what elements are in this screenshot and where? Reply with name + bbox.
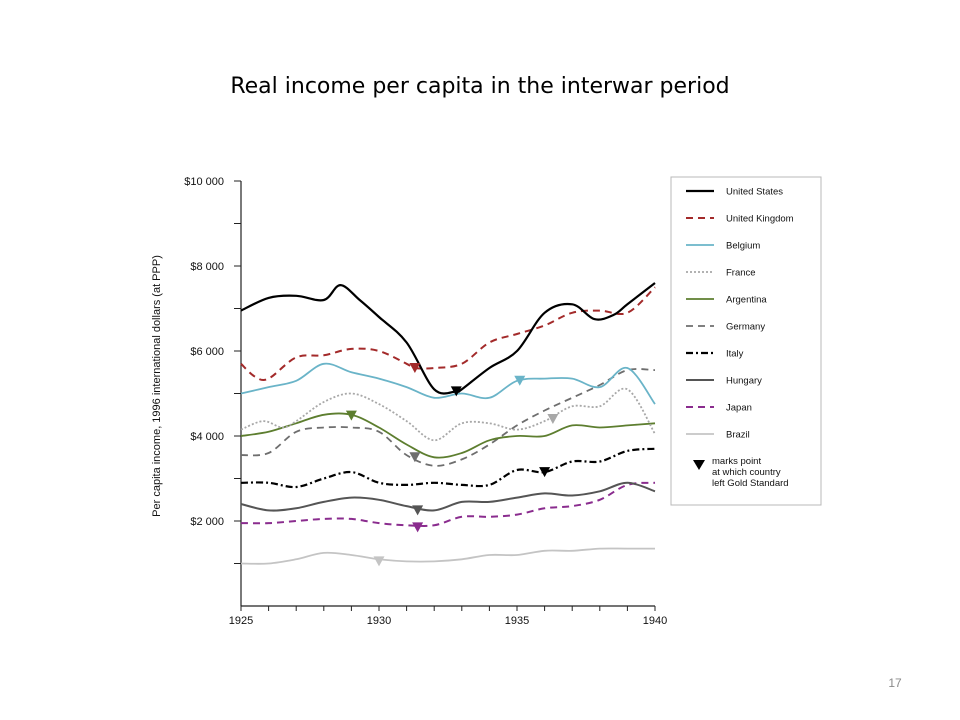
legend-label-brazil: Brazil xyxy=(726,430,750,441)
gold-exit-marker-france xyxy=(547,414,559,424)
gold-exit-marker-italy xyxy=(539,467,551,478)
gold-exit-marker-united-kingdom xyxy=(409,363,421,373)
legend-label-united-kingdom: United Kingdom xyxy=(726,214,794,225)
series-line-united-kingdom xyxy=(240,286,656,382)
x-tick-label: 1930 xyxy=(367,615,391,627)
legend-label-japan: Japan xyxy=(726,403,752,414)
gold-exit-marker-brazil xyxy=(373,556,385,567)
legend-gold-marker-icon xyxy=(693,460,705,470)
legend-items: United States United Kingdom Belgium France… xyxy=(686,187,794,441)
series-line-germany xyxy=(240,368,656,467)
gold-exit-marker-argentina xyxy=(345,410,357,421)
series-layer xyxy=(240,282,656,565)
y-tick-label: $2 000 xyxy=(190,516,224,528)
legend-note-text: left Gold Standard xyxy=(712,478,789,489)
x-tick-label: 1925 xyxy=(229,615,253,627)
x-ticks: 1925 1930 1935 1940 xyxy=(229,606,667,627)
series-line-japan xyxy=(240,481,656,527)
y-tick-label: $10 000 xyxy=(184,176,224,188)
y-axis-title: Per capita income, 1996 international do… xyxy=(151,255,163,517)
legend-note-text: marks point xyxy=(712,456,761,467)
legend-label-united-states: United States xyxy=(726,187,783,198)
y-tick-label: $8 000 xyxy=(190,261,224,273)
series-line-argentina xyxy=(240,412,656,459)
gold-exit-marker-japan xyxy=(412,522,424,533)
y-tick-label: $6 000 xyxy=(190,346,224,358)
slide-title: Real income per capita in the interwar p… xyxy=(230,74,730,99)
y-ticks: $2 000 $4 000 $6 000 $8 000 $10 000 xyxy=(184,176,241,564)
gold-exit-marker-belgium xyxy=(514,375,526,386)
legend-label-argentina: Argentina xyxy=(726,295,767,306)
legend-note-text: at which country xyxy=(712,467,781,478)
gold-exit-markers xyxy=(345,363,559,567)
series-line-hungary xyxy=(240,481,656,512)
legend-label-germany: Germany xyxy=(726,322,765,333)
series-line-belgium xyxy=(240,362,656,405)
legend-label-hungary: Hungary xyxy=(726,376,762,387)
gold-exit-marker-hungary xyxy=(412,505,424,516)
y-tick-label: $4 000 xyxy=(190,431,224,443)
series-line-brazil xyxy=(240,547,655,565)
x-tick-label: 1935 xyxy=(505,615,529,627)
series-line-italy xyxy=(240,447,656,489)
legend-label-belgium: Belgium xyxy=(726,241,760,252)
chart-axes: $2 000 $4 000 $6 000 $8 000 $10 000 1925 1930… xyxy=(151,176,667,627)
gold-exit-marker-germany xyxy=(409,452,421,463)
legend-label-italy: Italy xyxy=(726,349,744,360)
legend-box xyxy=(670,176,822,506)
series-line-france xyxy=(240,387,656,442)
gold-exit-marker-united-states xyxy=(450,386,462,397)
page-number: 17 xyxy=(888,676,902,690)
legend-label-france: France xyxy=(726,268,756,279)
x-tick-label: 1940 xyxy=(643,615,667,627)
legend: United States United Kingdom Belgium France… xyxy=(670,176,822,506)
